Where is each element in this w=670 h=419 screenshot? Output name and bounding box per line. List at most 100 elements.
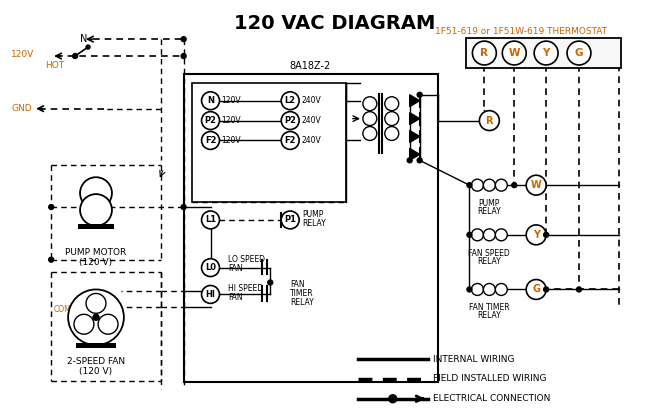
Circle shape [472, 179, 483, 191]
Circle shape [472, 284, 483, 295]
Circle shape [417, 92, 422, 97]
Text: ELECTRICAL CONNECTION: ELECTRICAL CONNECTION [433, 394, 550, 403]
Bar [76, 343, 116, 348]
Polygon shape [409, 113, 419, 124]
Circle shape [181, 54, 186, 59]
Text: FIELD INSTALLED WIRING: FIELD INSTALLED WIRING [433, 374, 546, 383]
Text: Y: Y [533, 230, 539, 240]
Text: L2: L2 [285, 96, 295, 105]
Bar [192, 83, 346, 202]
Text: R: R [480, 48, 488, 58]
Circle shape [483, 229, 495, 241]
Text: 120V: 120V [222, 116, 241, 125]
Circle shape [74, 314, 94, 334]
Text: P1: P1 [284, 215, 296, 225]
Text: PUMP: PUMP [478, 199, 500, 208]
Circle shape [472, 41, 496, 65]
Text: RELAY: RELAY [302, 220, 326, 228]
Text: HI: HI [206, 290, 216, 299]
Circle shape [495, 179, 507, 191]
Text: COM: COM [54, 305, 71, 314]
Circle shape [543, 233, 549, 237]
Circle shape [480, 111, 499, 131]
Text: R: R [486, 116, 493, 126]
Circle shape [68, 290, 124, 345]
Text: N: N [207, 96, 214, 105]
Circle shape [363, 127, 377, 140]
Circle shape [202, 111, 220, 129]
Text: PUMP MOTOR
(120 V): PUMP MOTOR (120 V) [66, 248, 127, 267]
Circle shape [543, 287, 549, 292]
Text: FAN: FAN [228, 293, 243, 302]
Text: W: W [509, 48, 520, 58]
Circle shape [467, 287, 472, 292]
Circle shape [202, 285, 220, 303]
Bar [466, 38, 621, 68]
Text: L1: L1 [205, 215, 216, 225]
Circle shape [281, 132, 299, 150]
Text: 120 VAC DIAGRAM: 120 VAC DIAGRAM [234, 14, 436, 33]
Text: 120V: 120V [11, 49, 35, 59]
Text: 8A18Z-2: 8A18Z-2 [289, 61, 331, 71]
Text: TIMER: TIMER [290, 289, 314, 298]
Text: 120V: 120V [222, 96, 241, 105]
Circle shape [93, 314, 99, 320]
Text: 240V: 240V [301, 116, 321, 125]
Text: 2-SPEED FAN
(120 V): 2-SPEED FAN (120 V) [67, 357, 125, 376]
Circle shape [181, 36, 186, 41]
Circle shape [363, 111, 377, 126]
Text: P2: P2 [284, 116, 296, 125]
Text: FAN: FAN [290, 280, 305, 289]
Text: LO: LO [81, 323, 91, 332]
Circle shape [202, 132, 220, 150]
Circle shape [502, 41, 526, 65]
Circle shape [467, 233, 472, 237]
Text: RELAY: RELAY [478, 311, 501, 320]
Text: L0: L0 [205, 263, 216, 272]
Circle shape [363, 97, 377, 111]
Text: LO SPEED: LO SPEED [228, 255, 265, 264]
Text: 240V: 240V [301, 136, 321, 145]
Circle shape [526, 225, 546, 245]
Circle shape [385, 127, 399, 140]
Circle shape [567, 41, 591, 65]
Text: Y: Y [543, 48, 550, 58]
Text: 120V: 120V [222, 136, 241, 145]
Text: 240V: 240V [301, 96, 321, 105]
Circle shape [385, 111, 399, 126]
Text: HI: HI [102, 331, 110, 340]
Circle shape [417, 158, 422, 163]
Polygon shape [409, 95, 419, 107]
Text: W: W [531, 180, 541, 190]
Circle shape [483, 179, 495, 191]
Text: PUMP: PUMP [302, 210, 324, 220]
Circle shape [526, 175, 546, 195]
Text: 1F51-619 or 1F51W-619 THERMOSTAT: 1F51-619 or 1F51W-619 THERMOSTAT [435, 27, 606, 36]
Circle shape [49, 257, 54, 262]
Circle shape [202, 211, 220, 229]
Text: RELAY: RELAY [478, 207, 501, 216]
Text: G: G [532, 285, 540, 295]
Circle shape [80, 177, 112, 209]
Text: P2: P2 [204, 116, 216, 125]
Text: F2: F2 [205, 136, 216, 145]
Text: HI SPEED: HI SPEED [228, 284, 263, 293]
Circle shape [576, 287, 582, 292]
Circle shape [86, 293, 106, 313]
Bar [78, 224, 114, 229]
Text: FAN TIMER: FAN TIMER [469, 303, 510, 313]
Text: FAN SPEED: FAN SPEED [468, 249, 511, 258]
Polygon shape [409, 131, 419, 142]
Text: RELAY: RELAY [478, 257, 501, 266]
Text: N: N [80, 34, 88, 44]
Text: GND: GND [11, 104, 32, 113]
Circle shape [49, 204, 54, 210]
Circle shape [202, 92, 220, 110]
Polygon shape [409, 148, 419, 160]
Text: F2: F2 [285, 136, 296, 145]
Circle shape [281, 92, 299, 110]
Circle shape [534, 41, 558, 65]
Circle shape [512, 183, 517, 188]
Circle shape [407, 158, 412, 163]
Text: HOT: HOT [45, 62, 64, 70]
